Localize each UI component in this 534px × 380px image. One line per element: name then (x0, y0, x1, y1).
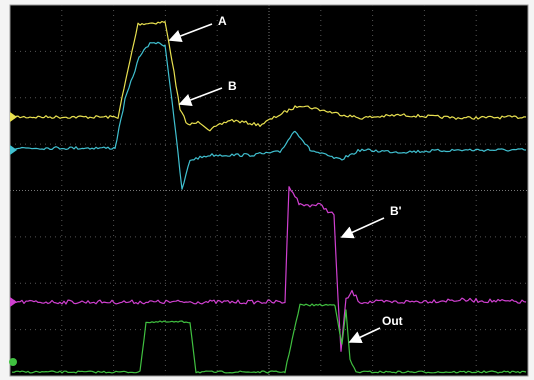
page: A B B' Out (() => { const data = JSON.pa… (0, 0, 534, 380)
label-b-prime: B' (390, 204, 402, 218)
oscilloscope-screen: A B B' Out (0, 0, 534, 380)
label-out: Out (382, 314, 403, 328)
ch4-marker (9, 358, 17, 366)
label-a: A (218, 14, 227, 28)
label-b: B (228, 79, 237, 93)
